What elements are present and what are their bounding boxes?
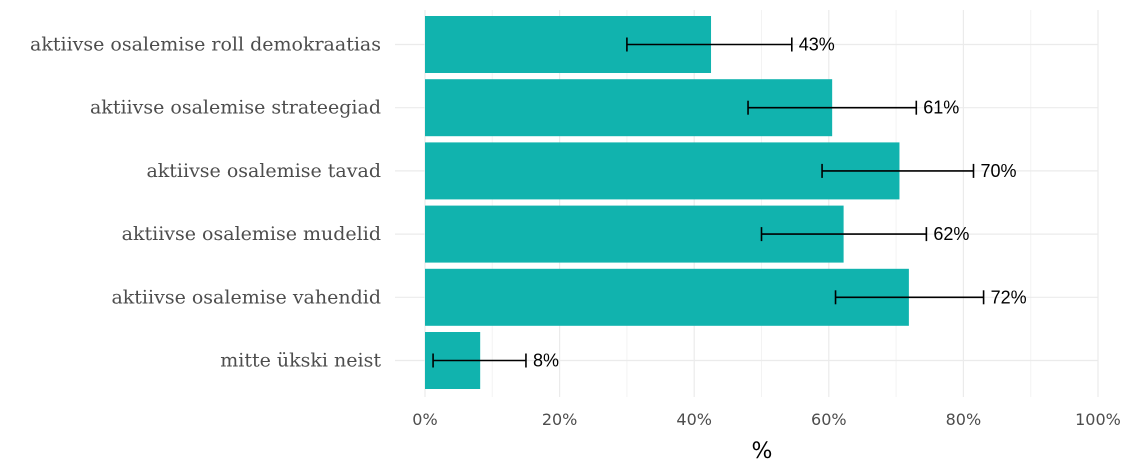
x-axis-title: %	[752, 439, 773, 461]
x-tick-label: 60%	[811, 410, 847, 429]
data-labels: 43% 61% 70% 62% 72% 8%	[533, 35, 1027, 371]
x-tick-labels: 0% 20% 40% 60% 80% 100%	[412, 410, 1121, 429]
data-label: 8%	[533, 351, 559, 371]
error-bars	[432, 37, 985, 368]
error-bar	[747, 100, 918, 115]
category-label: aktiivse osalemise tavad	[146, 160, 381, 182]
bar	[425, 142, 900, 200]
category-label: aktiivse osalemise vahendid	[111, 286, 381, 308]
bars	[425, 16, 909, 389]
data-label: 61%	[923, 98, 959, 118]
category-label: mitte ükski neist	[220, 350, 381, 372]
error-bar	[432, 353, 527, 368]
x-tick-label: 0%	[412, 410, 437, 429]
error-bar	[834, 290, 985, 305]
category-label: aktiivse osalemise roll demokraatias	[30, 34, 381, 56]
error-bar	[821, 163, 975, 178]
x-tick-label: 100%	[1075, 410, 1121, 429]
data-label: 62%	[933, 224, 969, 244]
bar	[425, 268, 909, 326]
x-tick-label: 80%	[946, 410, 982, 429]
error-bar	[626, 37, 793, 52]
category-label: aktiivse osalemise mudelid	[122, 223, 381, 245]
category-label: aktiivse osalemise strateegiad	[90, 97, 381, 119]
category-labels: aktiivse osalemise roll demokraatias akti…	[30, 34, 381, 372]
data-label: 72%	[991, 287, 1027, 307]
x-tick-label: 20%	[542, 410, 578, 429]
data-label: 70%	[980, 161, 1016, 181]
data-label: 43%	[799, 35, 835, 55]
error-bar	[760, 227, 928, 242]
x-tick-label: 40%	[676, 410, 712, 429]
